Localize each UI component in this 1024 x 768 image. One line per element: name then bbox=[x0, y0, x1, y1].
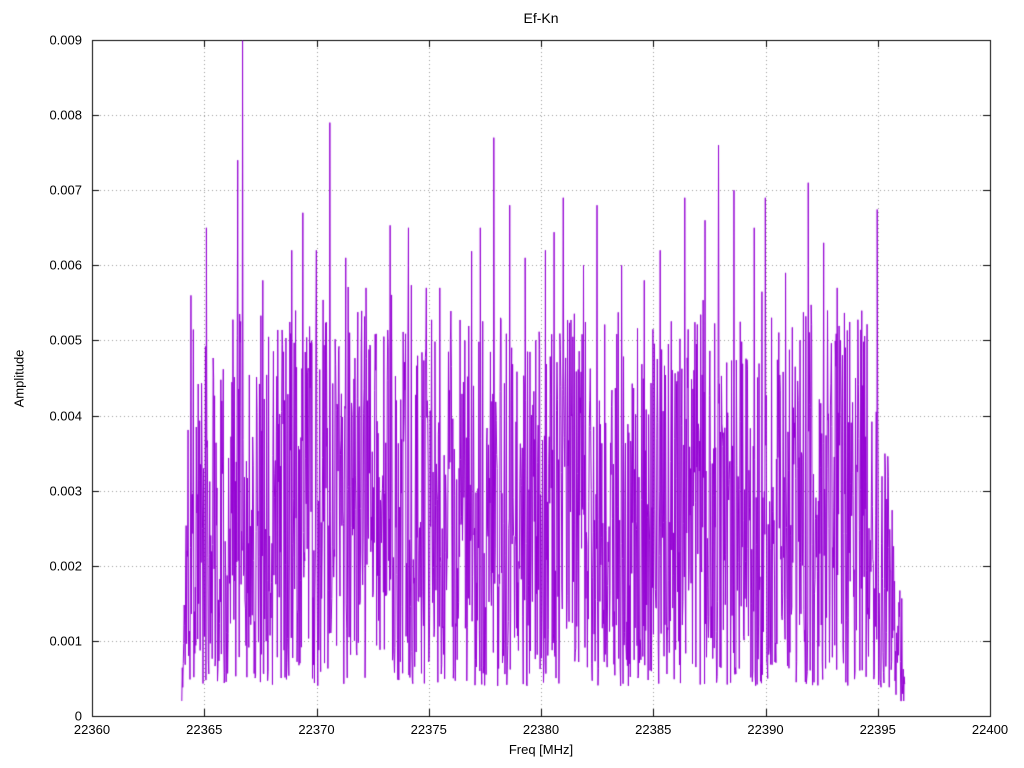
chart-title: Ef-Kn bbox=[523, 10, 559, 26]
x-tick-label: 22375 bbox=[410, 722, 447, 737]
y-tick-label: 0.008 bbox=[49, 107, 82, 123]
x-tick-label: 22390 bbox=[747, 722, 784, 737]
x-tick-label: 22365 bbox=[186, 722, 223, 737]
x-tick-label: 22380 bbox=[522, 722, 560, 737]
y-tick-label: 0.005 bbox=[49, 332, 82, 348]
x-axis-label: Freq [MHz] bbox=[508, 742, 574, 757]
x-tick-label: 22370 bbox=[298, 722, 335, 737]
y-tick-label: 0.001 bbox=[49, 633, 82, 649]
y-tick-label: 0.009 bbox=[49, 32, 82, 48]
y-tick-label: 0.006 bbox=[49, 257, 82, 273]
y-tick-label: 0.003 bbox=[49, 483, 82, 499]
x-tick-label: 22400 bbox=[971, 722, 1009, 737]
x-tick-label: 22360 bbox=[73, 722, 111, 737]
y-tick-label: 0.004 bbox=[49, 408, 82, 424]
y-tick-label: 0.002 bbox=[49, 558, 82, 574]
y-tick-label: 0 bbox=[74, 708, 82, 724]
x-tick-label: 22385 bbox=[635, 722, 672, 737]
x-tick-label: 22395 bbox=[859, 722, 896, 737]
y-tick-label: 0.007 bbox=[49, 182, 82, 198]
